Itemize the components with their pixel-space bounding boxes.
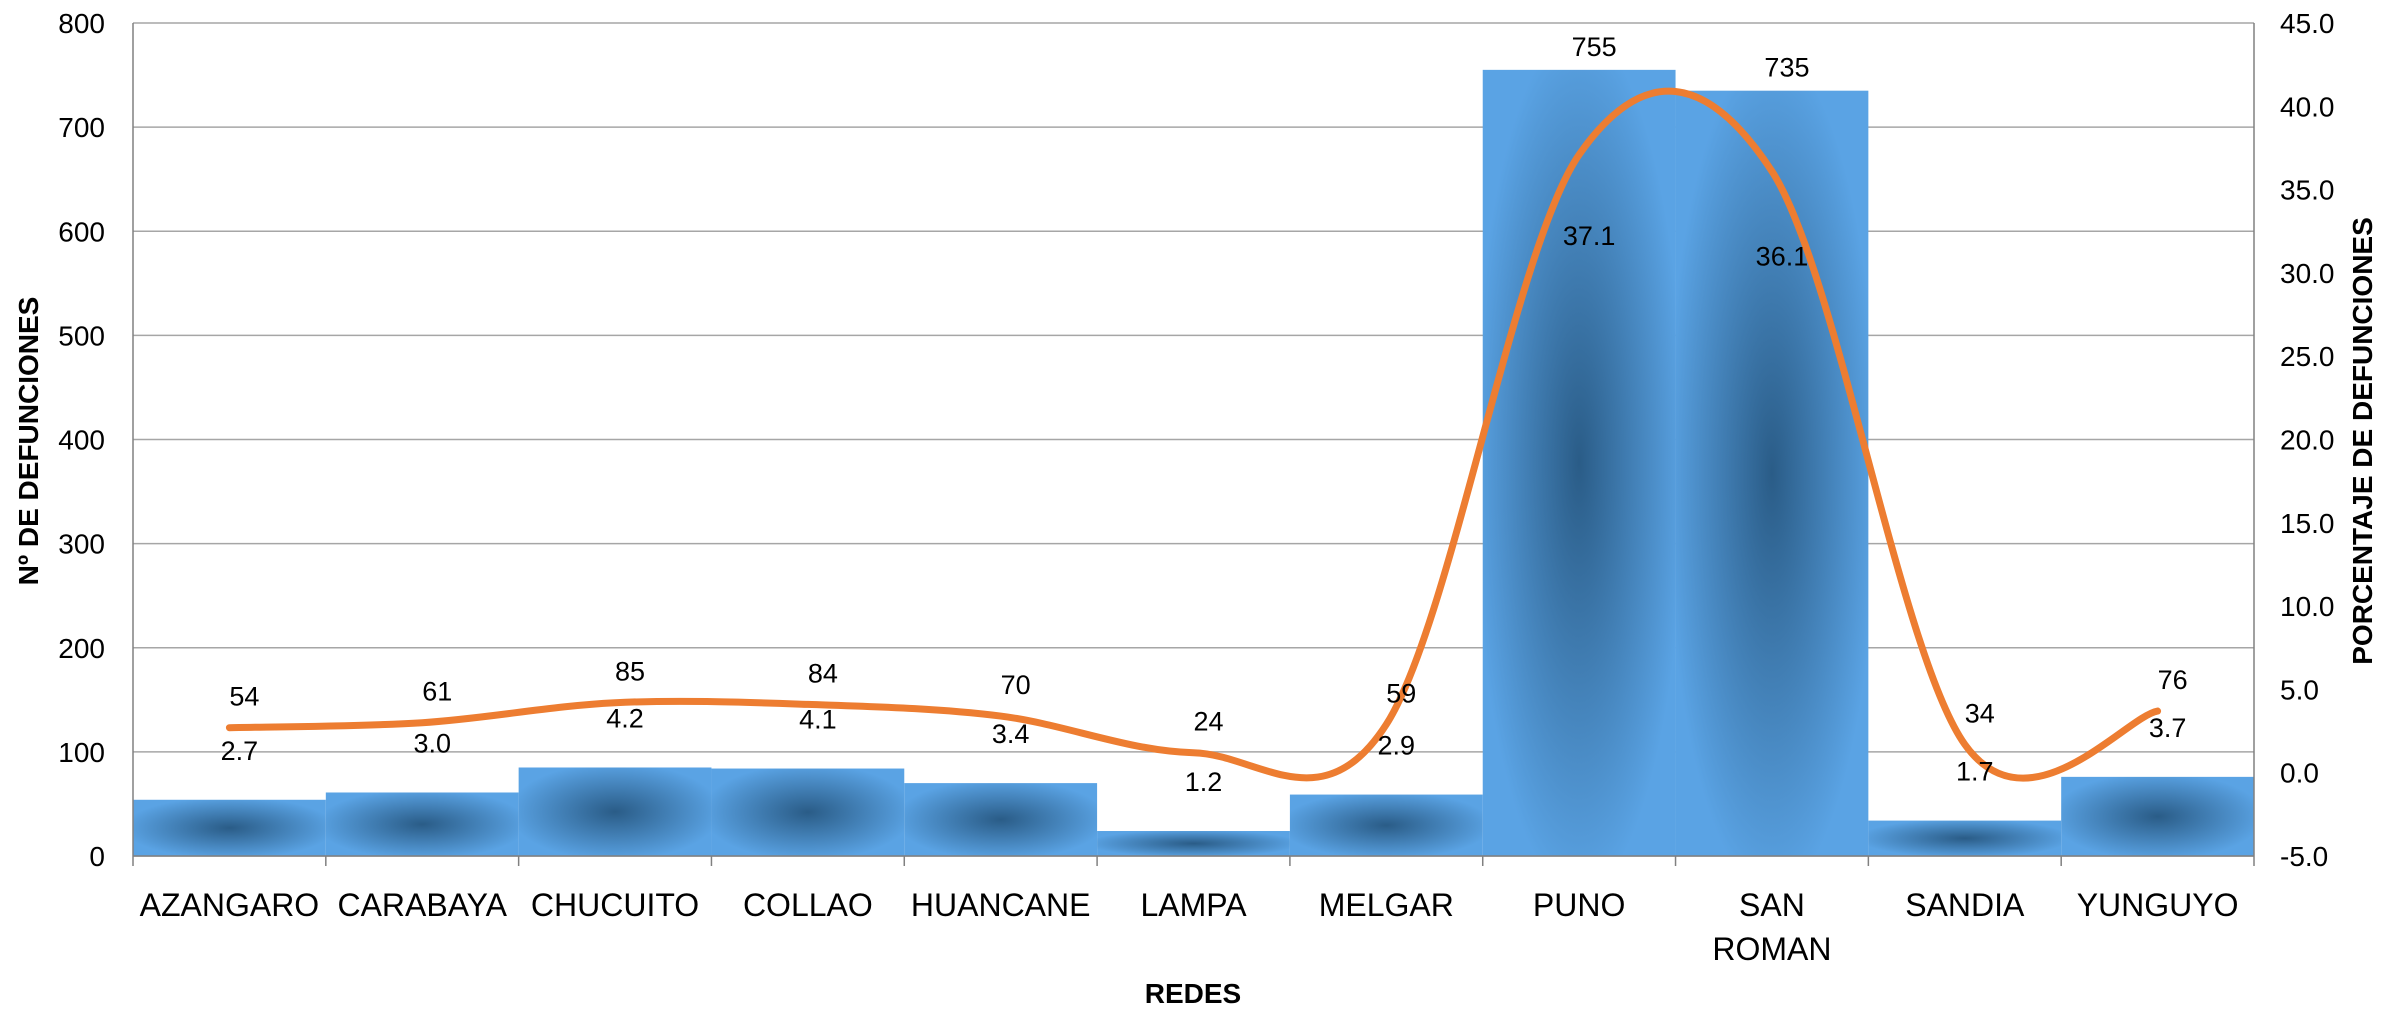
y-axis-title: Nº DE DEFUNCIONES <box>13 297 44 586</box>
bars <box>133 69 2254 856</box>
line-value-label: 3.0 <box>413 728 451 758</box>
bar-melgar <box>1289 794 1483 856</box>
bar-carabaya <box>325 792 519 856</box>
y-tick-label: 500 <box>58 320 105 351</box>
bar-collao <box>711 768 905 856</box>
y2-tick-label: 10.0 <box>2280 591 2335 622</box>
line-value-label: 4.2 <box>606 703 644 733</box>
x-tick-label: AZANGARO <box>140 887 320 923</box>
line-value-label: 1.7 <box>1956 757 1994 787</box>
bar-value-label: 70 <box>1001 670 1031 700</box>
line-value-label: 3.7 <box>2149 713 2187 743</box>
y-tick-label: 100 <box>58 737 105 768</box>
gridlines <box>133 22 2254 857</box>
x-tick-label: CHUCUITO <box>531 887 699 923</box>
y2-tick-label: 15.0 <box>2280 508 2335 539</box>
y-tick-label: 700 <box>58 112 105 143</box>
bar-yunguyo <box>2061 776 2254 856</box>
bar-value-label: 34 <box>1965 698 1995 728</box>
y2-tick-label: 45.0 <box>2280 8 2335 39</box>
y-tick-label: 300 <box>58 529 105 560</box>
y2-tick-label: 40.0 <box>2280 91 2335 122</box>
x-tick-label: PUNO <box>1533 887 1625 923</box>
bar-lampa <box>1097 831 1290 856</box>
bar-value-label: 59 <box>1386 678 1416 708</box>
x-tick-label: COLLAO <box>743 887 873 923</box>
line-value-label: 4.1 <box>799 705 837 735</box>
bar-azangaro <box>133 799 326 856</box>
y2-axis-title: PORCENTAJE DE DEFUNCIONES <box>2347 217 2378 665</box>
bar-san-roman <box>1675 90 1869 856</box>
axes: 0 100 200 300 400 500 600 700 800 -5.0 0.0 5.0 10.0 1… <box>58 8 2334 967</box>
y-tick-label: 200 <box>58 633 105 664</box>
line-value-label: 3.4 <box>992 719 1030 749</box>
y2-tick-label: 0.0 <box>2280 758 2319 789</box>
bar-value-label: 735 <box>1764 53 1809 83</box>
bar-value-label: 85 <box>615 657 645 687</box>
y2-tick-label: 25.0 <box>2280 341 2335 372</box>
x-tick-label: HUANCANE <box>911 887 1091 923</box>
bar-value-label: 84 <box>808 658 838 688</box>
y2-tick-label: 35.0 <box>2280 175 2335 206</box>
line-value-label: 37.1 <box>1563 221 1616 251</box>
line-value-label: 1.2 <box>1185 767 1223 797</box>
percentage-line-path <box>225 87 2162 782</box>
y2-tick-label: 30.0 <box>2280 258 2335 289</box>
y2-tick-label: 5.0 <box>2280 674 2319 705</box>
bar-chucuito <box>518 767 712 856</box>
bar-value-label: 755 <box>1572 32 1617 62</box>
bar-puno <box>1482 69 1676 856</box>
y2-tick-label: -5.0 <box>2280 841 2328 872</box>
bar-sandia <box>1868 820 2062 856</box>
y2-tick-label: 20.0 <box>2280 425 2335 456</box>
bar-value-label: 54 <box>229 682 259 712</box>
line-value-label: 2.9 <box>1378 731 1416 761</box>
y-tick-label: 0 <box>89 841 105 872</box>
y-tick-label: 800 <box>58 8 105 39</box>
x-tick-label: CARABAYA <box>337 887 507 923</box>
y-tick-label: 400 <box>58 425 105 456</box>
x-tick-label: SANDIA <box>1905 887 2025 923</box>
line-value-label: 36.1 <box>1756 242 1809 272</box>
bar-value-label: 76 <box>2158 665 2188 695</box>
x-tick-label: YUNGUYO <box>2077 887 2239 923</box>
y-tick-label: 600 <box>58 216 105 247</box>
bar-value-label: 61 <box>422 677 452 707</box>
percentage-line <box>225 87 2162 782</box>
line-value-label: 2.7 <box>221 736 259 766</box>
x-tick-label: SAN ROMAN <box>1712 887 1831 967</box>
x-axis-title: REDES <box>1145 978 1241 1009</box>
bar-huancane <box>904 783 1098 856</box>
data-labels: 54 61 85 84 70 24 59 755 735 34 76 2.7 3.0 4.2 4.1 3.4 1… <box>221 32 2188 797</box>
x-tick-label: MELGAR <box>1319 887 1454 923</box>
bar-value-label: 24 <box>1193 707 1223 737</box>
x-tick-label: LAMPA <box>1140 887 1247 923</box>
